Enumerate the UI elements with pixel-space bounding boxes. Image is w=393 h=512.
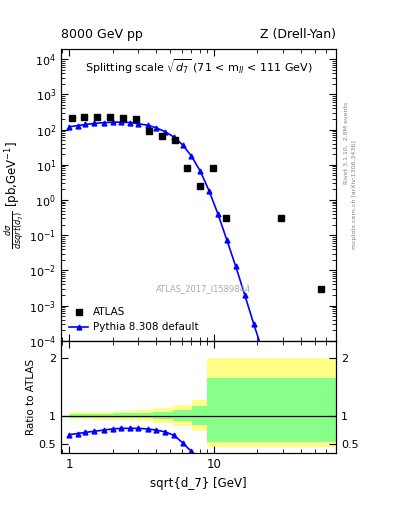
X-axis label: sqrt{d_7} [GeV]: sqrt{d_7} [GeV] xyxy=(150,477,247,489)
Text: 8000 GeV pp: 8000 GeV pp xyxy=(61,28,143,41)
Text: ATLAS_2017_I1589844: ATLAS_2017_I1589844 xyxy=(156,284,252,293)
Text: Z (Drell-Yan): Z (Drell-Yan) xyxy=(260,28,336,41)
Y-axis label: $\frac{d\sigma}{dsqrt(d_7)}$ [pb,GeV$^{-1}$]: $\frac{d\sigma}{dsqrt(d_7)}$ [pb,GeV$^{-… xyxy=(2,141,26,249)
Y-axis label: Ratio to ATLAS: Ratio to ATLAS xyxy=(26,359,36,435)
Legend: ATLAS, Pythia 8.308 default: ATLAS, Pythia 8.308 default xyxy=(66,304,202,335)
Text: Rivet 3.1.10,  2.8M events: Rivet 3.1.10, 2.8M events xyxy=(344,102,349,184)
Text: Splitting scale $\sqrt{d_7}$ (71 < m$_{ll}$ < 111 GeV): Splitting scale $\sqrt{d_7}$ (71 < m$_{l… xyxy=(84,57,312,76)
Text: mcplots.cern.ch [arXiv:1306.3436]: mcplots.cern.ch [arXiv:1306.3436] xyxy=(352,140,357,249)
